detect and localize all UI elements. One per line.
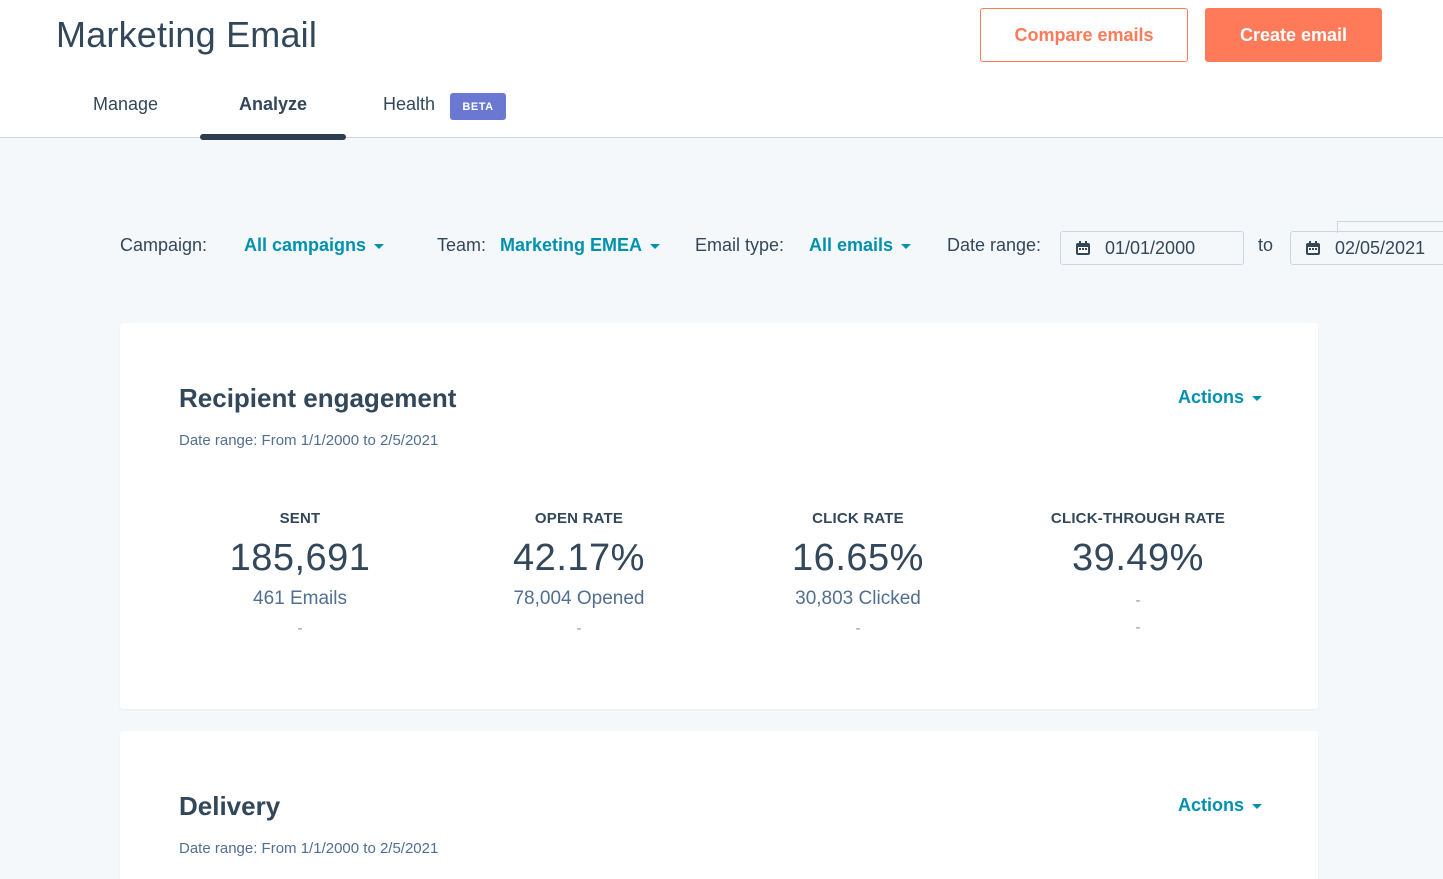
metric-value: 16.65% xyxy=(792,537,924,579)
card-date-range: Date range: From 1/1/2000 to 2/5/2021 xyxy=(179,840,439,857)
delivery-card: Delivery Date range: From 1/1/2000 to 2/… xyxy=(120,731,1318,879)
team-filter-dropdown[interactable]: Marketing EMEA xyxy=(500,235,661,256)
actions-dropdown[interactable]: Actions xyxy=(1178,387,1263,408)
calendar-icon xyxy=(1076,241,1090,255)
metric-extra: - xyxy=(1135,619,1141,636)
date-to-input[interactable]: 02/05/2021 xyxy=(1290,231,1443,265)
tab-health[interactable]: Health xyxy=(383,94,436,114)
date-from-value: 01/01/2000 xyxy=(1105,237,1196,258)
caret-down-icon xyxy=(901,243,912,249)
email-type-filter-label: Email type: xyxy=(695,235,785,255)
metric-value: 185,691 xyxy=(229,537,371,579)
tab-analyze[interactable]: Analyze xyxy=(239,94,308,114)
date-picker-edge xyxy=(1337,221,1443,233)
actions-label: Actions xyxy=(1178,387,1245,407)
compare-emails-button[interactable]: Compare emails xyxy=(980,8,1188,62)
metric-detail: 78,004 Opened xyxy=(513,588,645,609)
metric-label: OPEN RATE xyxy=(534,510,624,527)
caret-down-icon xyxy=(1252,395,1263,401)
metric-extra: - xyxy=(855,620,861,637)
metric-detail: - xyxy=(1135,592,1141,609)
beta-badge: BETA xyxy=(450,93,506,120)
metric-label: CLICK-THROUGH RATE xyxy=(1050,510,1226,527)
card-title: Delivery xyxy=(179,791,281,821)
calendar-icon xyxy=(1306,241,1320,255)
tab-manage[interactable]: Manage xyxy=(93,94,159,114)
date-to-label: to xyxy=(1258,235,1274,255)
caret-down-icon xyxy=(650,243,661,249)
campaign-filter-value: All campaigns xyxy=(244,235,367,255)
email-type-filter-dropdown[interactable]: All emails xyxy=(809,235,912,256)
metric-detail: 461 Emails xyxy=(253,588,347,609)
campaign-filter-label: Campaign: xyxy=(120,235,208,255)
metric-open-rate: OPEN RATE 42.17% 78,004 Opened - xyxy=(449,510,709,637)
metric-value: 42.17% xyxy=(513,537,645,579)
metric-sent: SENT 185,691 461 Emails - xyxy=(170,510,430,637)
date-to-value: 02/05/2021 xyxy=(1335,237,1426,258)
metric-value: 39.49% xyxy=(1072,537,1204,579)
metric-detail: 30,803 Clicked xyxy=(795,588,921,609)
date-range-label: Date range: xyxy=(947,235,1042,255)
create-email-button[interactable]: Create email xyxy=(1205,8,1382,62)
metric-extra: - xyxy=(297,620,303,637)
date-from-input[interactable]: 01/01/2000 xyxy=(1060,231,1244,265)
metric-label: SENT xyxy=(279,510,321,527)
page-title: Marketing Email xyxy=(56,14,318,55)
email-type-filter-value: All emails xyxy=(809,235,894,255)
caret-down-icon xyxy=(374,243,385,249)
card-date-range: Date range: From 1/1/2000 to 2/5/2021 xyxy=(179,432,439,449)
active-tab-indicator xyxy=(200,134,346,140)
team-filter-value: Marketing EMEA xyxy=(500,235,643,255)
page-header: Marketing Email Compare emails Create em… xyxy=(0,0,1443,140)
metric-click-through-rate: CLICK-THROUGH RATE 39.49% - - xyxy=(1008,510,1268,636)
metric-extra: - xyxy=(576,620,582,637)
actions-dropdown[interactable]: Actions xyxy=(1178,795,1263,816)
campaign-filter-dropdown[interactable]: All campaigns xyxy=(244,235,385,256)
recipient-engagement-card: Recipient engagement Date range: From 1/… xyxy=(120,323,1318,709)
metric-label: CLICK RATE xyxy=(812,510,904,527)
card-title: Recipient engagement xyxy=(179,383,457,413)
team-filter-label: Team: xyxy=(437,235,487,255)
metric-click-rate: CLICK RATE 16.65% 30,803 Clicked - xyxy=(728,510,988,637)
caret-down-icon xyxy=(1252,803,1263,809)
actions-label: Actions xyxy=(1178,795,1245,815)
